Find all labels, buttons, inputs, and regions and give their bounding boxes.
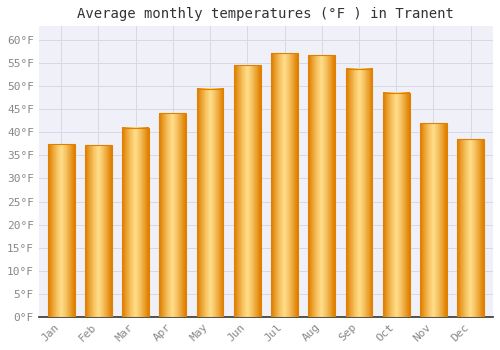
Bar xyxy=(458,139,484,317)
Bar xyxy=(160,113,186,317)
Bar xyxy=(346,69,372,317)
Bar xyxy=(420,123,447,317)
Bar xyxy=(48,144,74,317)
Bar xyxy=(308,55,335,317)
Bar xyxy=(383,93,409,317)
Bar xyxy=(271,53,298,317)
Title: Average monthly temperatures (°F ) in Tranent: Average monthly temperatures (°F ) in Tr… xyxy=(78,7,454,21)
Bar xyxy=(196,89,224,317)
Bar xyxy=(122,128,149,317)
Bar xyxy=(85,145,112,317)
Bar xyxy=(234,65,260,317)
